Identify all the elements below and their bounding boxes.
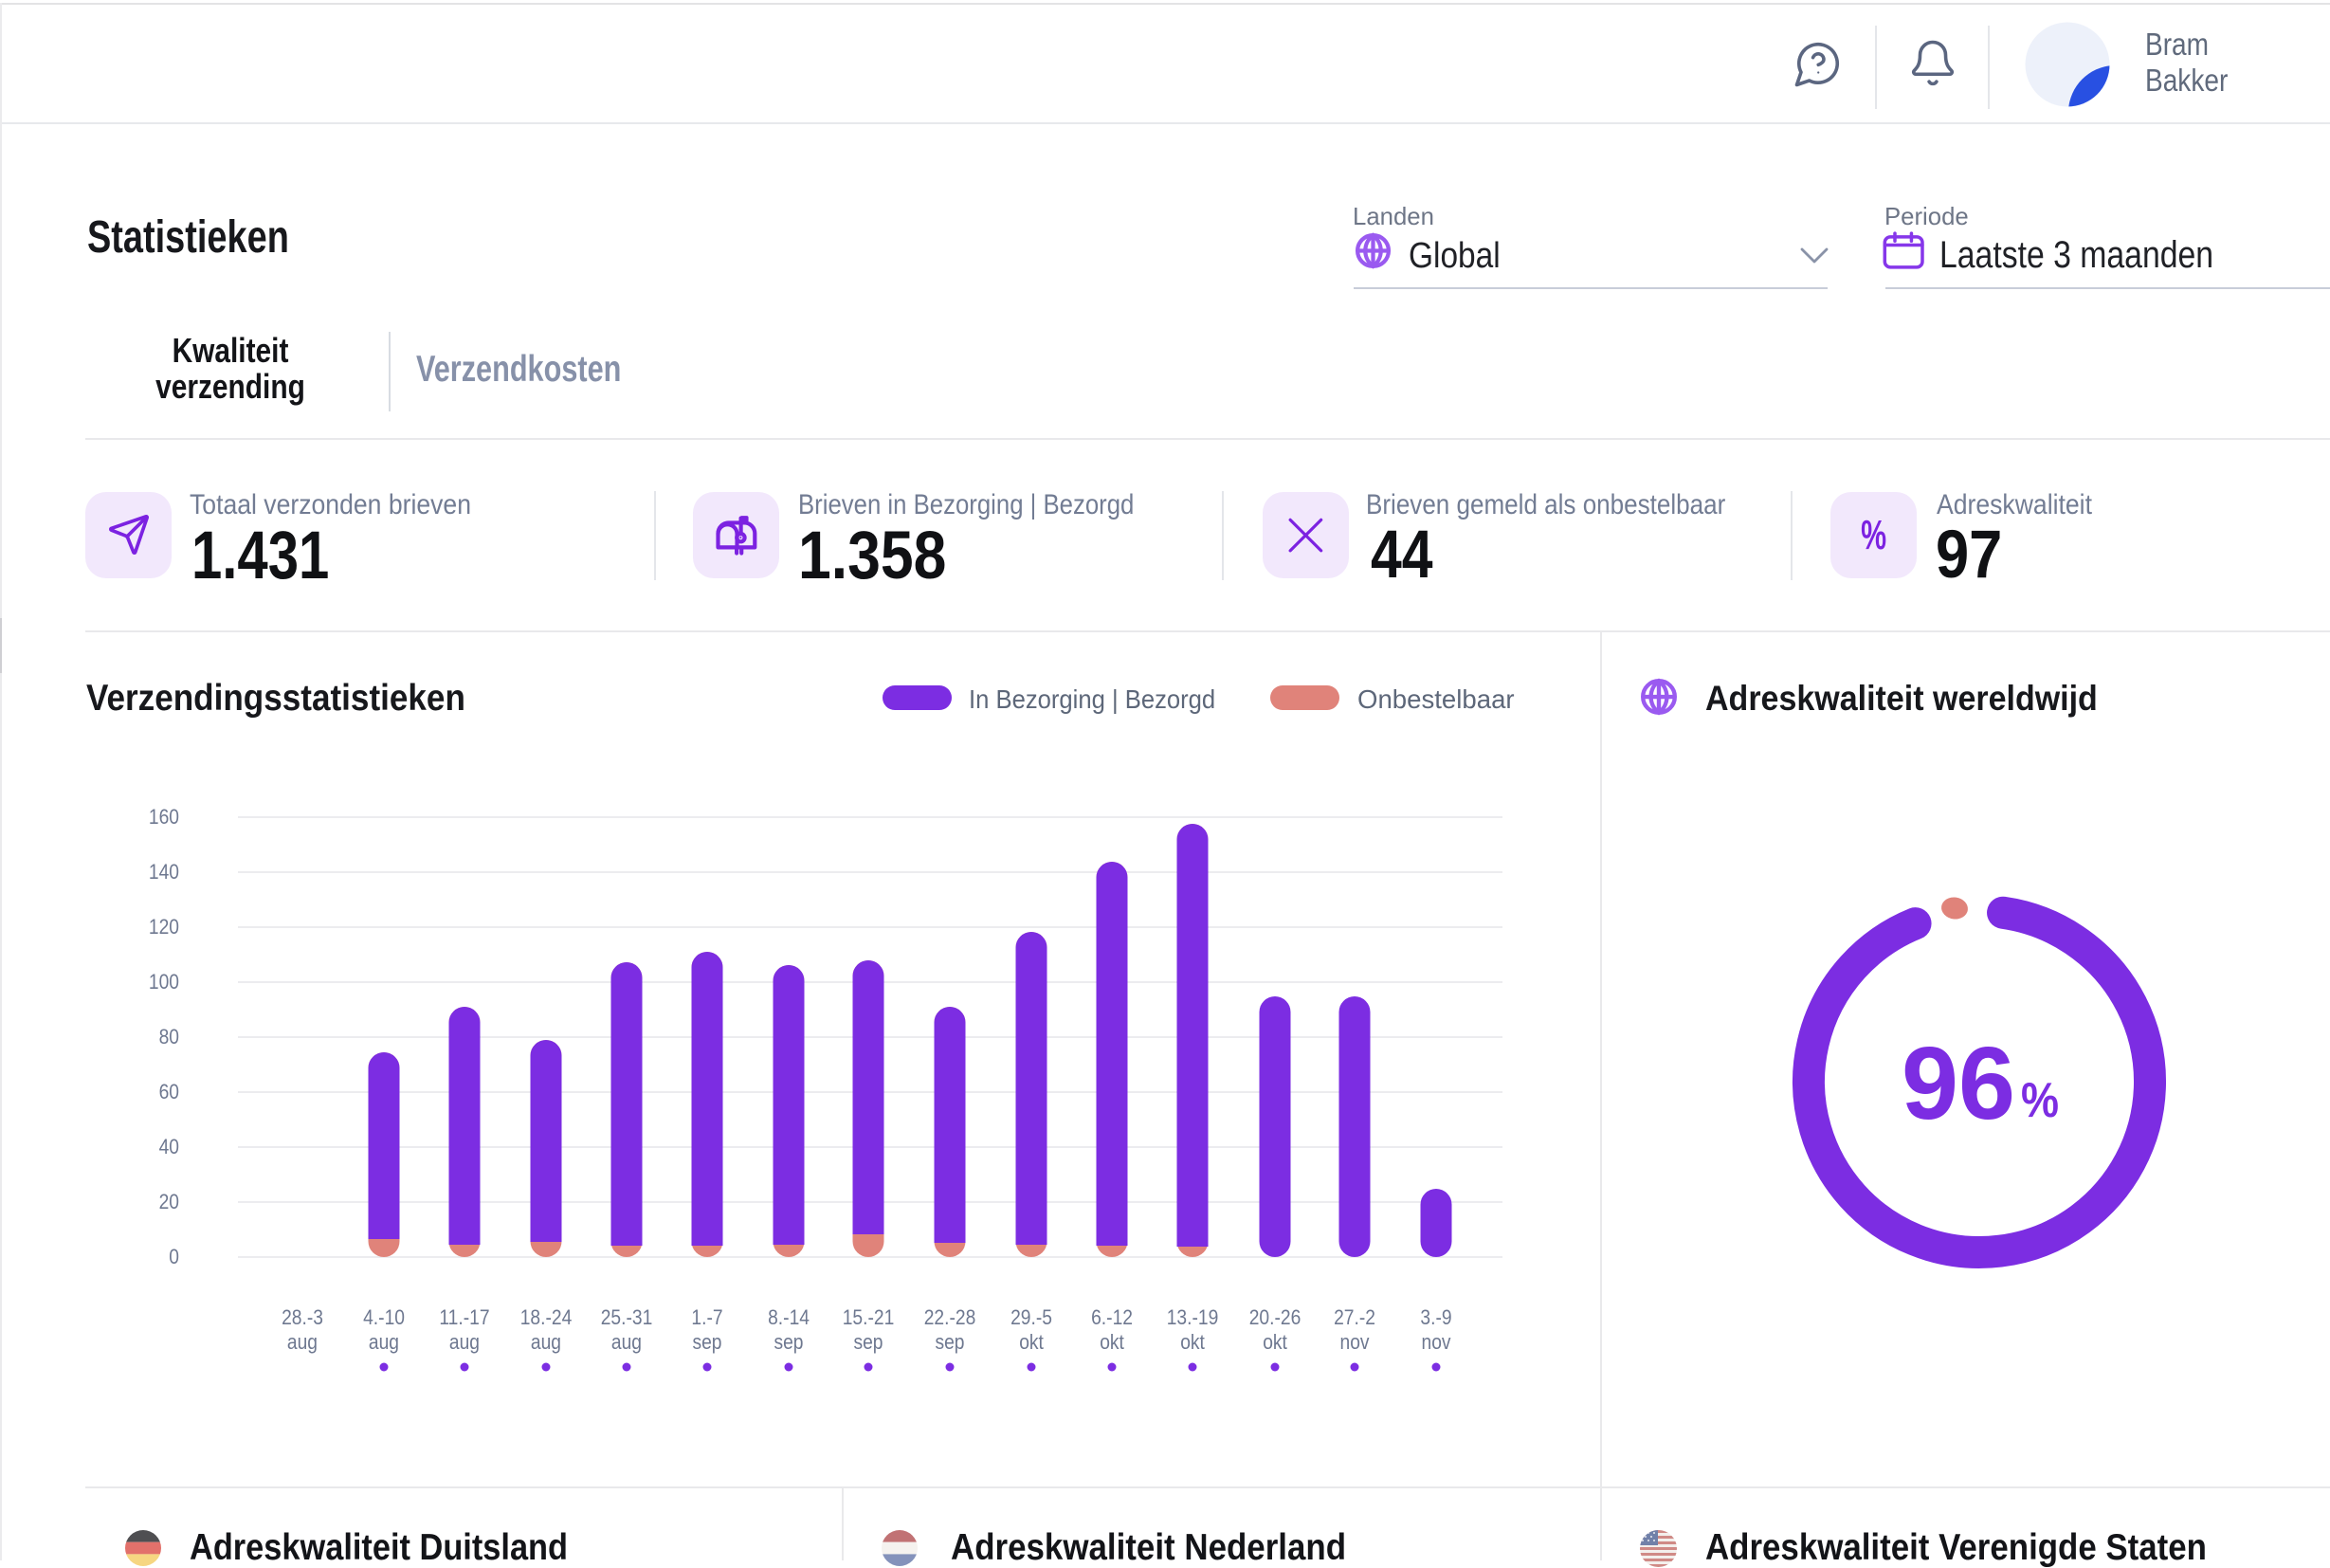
svg-text:160: 160: [149, 805, 179, 829]
svg-text:25.-31: 25.-31: [601, 1305, 653, 1329]
svg-text:20: 20: [159, 1190, 179, 1213]
svg-text:11.-17: 11.-17: [439, 1305, 489, 1329]
svg-text:sep: sep: [854, 1330, 883, 1354]
svg-text:okt: okt: [1180, 1330, 1205, 1354]
svg-text:80: 80: [159, 1025, 179, 1048]
svg-text:27.-2: 27.-2: [1334, 1305, 1375, 1329]
svg-text:3.-9: 3.-9: [1420, 1305, 1451, 1329]
svg-text:120: 120: [149, 915, 179, 939]
svg-text:8.-14: 8.-14: [768, 1305, 810, 1329]
svg-text:4.-10: 4.-10: [363, 1305, 405, 1329]
svg-text:sep: sep: [936, 1330, 965, 1354]
svg-text:18.-24: 18.-24: [520, 1305, 573, 1329]
svg-text:aug: aug: [611, 1330, 642, 1354]
svg-text:100: 100: [149, 970, 179, 994]
svg-text:15.-21: 15.-21: [843, 1305, 895, 1329]
svg-text:22.-28: 22.-28: [924, 1305, 976, 1329]
svg-text:140: 140: [149, 860, 179, 884]
svg-text:96: 96: [1902, 1026, 2015, 1141]
svg-text:60: 60: [159, 1080, 179, 1103]
svg-text:aug: aug: [369, 1330, 399, 1354]
svg-text:13.-19: 13.-19: [1167, 1305, 1219, 1329]
svg-text:aug: aug: [531, 1330, 561, 1354]
svg-text:okt: okt: [1019, 1330, 1044, 1354]
svg-text:okt: okt: [1263, 1330, 1287, 1354]
svg-text:nov: nov: [1422, 1330, 1451, 1354]
svg-text:aug: aug: [287, 1330, 318, 1354]
svg-text:sep: sep: [774, 1330, 804, 1354]
svg-text:20.-26: 20.-26: [1249, 1305, 1302, 1329]
svg-text:sep: sep: [693, 1330, 722, 1354]
svg-text:aug: aug: [449, 1330, 480, 1354]
svg-text:okt: okt: [1100, 1330, 1124, 1354]
svg-text:%: %: [2021, 1073, 2059, 1128]
svg-text:29.-5: 29.-5: [1010, 1305, 1052, 1329]
svg-text:1.-7: 1.-7: [691, 1305, 722, 1329]
svg-text:0: 0: [169, 1245, 179, 1268]
svg-text:28.-3: 28.-3: [282, 1305, 323, 1329]
svg-text:nov: nov: [1340, 1330, 1370, 1354]
svg-text:40: 40: [159, 1135, 179, 1158]
svg-text:6.-12: 6.-12: [1091, 1305, 1133, 1329]
